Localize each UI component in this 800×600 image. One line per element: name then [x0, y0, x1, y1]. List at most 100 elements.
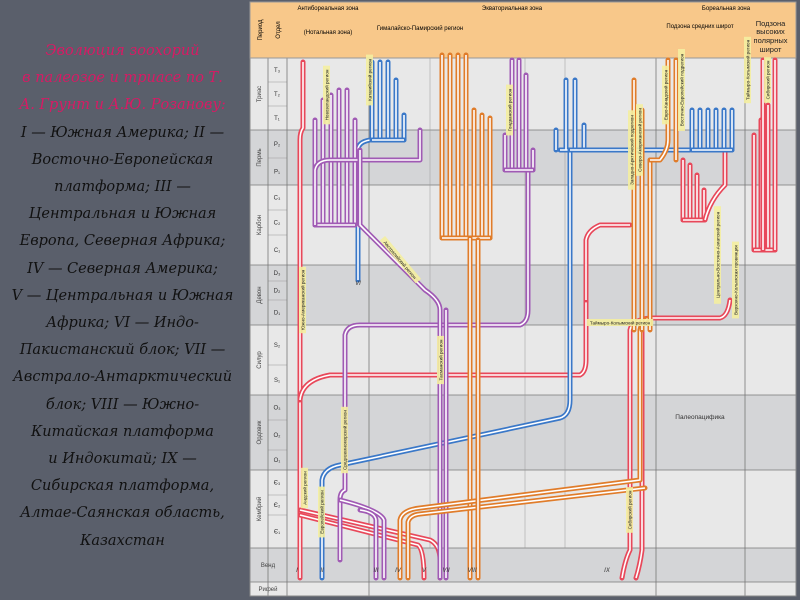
stage-label: T₂ — [274, 92, 281, 98]
caption-title-line: А. Грунт и А.Ю. Розанову: — [19, 97, 226, 114]
stage-label: P₂ — [274, 142, 281, 148]
caption-legend: I — Южная Америка; II — Восточно-Европейс… — [0, 120, 245, 555]
caption-text: Эволюция зоохорий в палеозое и триасе по … — [0, 38, 245, 555]
caption-legend-line: Пакистанский блок; VII — — [19, 342, 226, 359]
header-himalayan: Гималайско-Памирский регион — [377, 25, 463, 32]
region-label: Новозеландский регион — [323, 65, 330, 125]
region-label-background — [366, 54, 373, 106]
stage-label: S₁ — [274, 378, 280, 384]
stage-label: T₁ — [274, 116, 280, 122]
region-label-text: Сибирский регион — [765, 60, 771, 99]
lineage-iii-top — [314, 130, 421, 225]
region-label-text: Сибирский регион — [627, 490, 633, 529]
region-label-text: Европейский регион — [319, 490, 325, 534]
stage-label: O₂ — [274, 433, 282, 439]
lineage-cea — [585, 224, 630, 300]
region-label: Сибирский регион — [626, 487, 633, 533]
region-label-background — [744, 36, 751, 104]
stage-label: O₃ — [273, 406, 281, 412]
period-row — [250, 265, 796, 325]
caption-title: Эволюция зоохорий в палеозое и триасе по … — [0, 38, 245, 120]
region-label: Средиземноморский регион — [341, 406, 348, 474]
caption-legend-line: Африка; VI — Индо- — [46, 315, 199, 332]
lineage-iv-2 — [407, 487, 646, 578]
period-name: Карбон — [257, 215, 263, 235]
header-division: Отдел — [276, 21, 282, 39]
region-label-background — [764, 57, 771, 103]
lineage-cea-up — [704, 150, 726, 221]
header-antiboreal: Антибореальная зона — [297, 6, 359, 12]
lineage-ii — [321, 150, 571, 578]
period-row — [250, 470, 796, 548]
stage-label: O₁ — [274, 458, 281, 464]
caption-legend-line: Китайская платформа — [31, 423, 214, 440]
region-label-background — [626, 487, 633, 533]
region-label-text: Гондванский регион — [507, 88, 513, 131]
stage-label: D₂ — [274, 289, 281, 295]
period-name: Кембрий — [256, 497, 263, 521]
region-label-background — [506, 84, 513, 136]
lineage-eurocan — [650, 60, 677, 161]
lineage-numeral: II — [320, 568, 324, 574]
lineage-numeral: VII — [442, 568, 450, 574]
header-notal: (Нотальная зона) — [304, 30, 352, 36]
period-name: Девон — [257, 286, 263, 303]
region-label-background — [379, 235, 422, 284]
region-label-text: Южно-Американский регион — [300, 269, 306, 330]
caption-legend-line: Сибирская платформа, — [30, 478, 215, 495]
caption-legend-line: IV — Северная Америка; — [27, 260, 218, 277]
region-label: Центрально-Восточно-Азиатский регион — [714, 206, 721, 304]
region-label-background — [299, 266, 306, 334]
region-label: Тасманский регион — [437, 335, 444, 385]
stage-label: P₁ — [274, 170, 280, 176]
stage-label: Є₃ — [274, 481, 281, 487]
region-label: Западно-Арктический подрегион — [628, 110, 635, 190]
region-label-background — [301, 467, 308, 509]
stage-label: C₃ — [274, 196, 281, 202]
region-label: Евро-Канадский регион — [662, 65, 669, 125]
caption-legend-line: V — Центральная и Южная — [11, 287, 234, 304]
period-name: Триас — [257, 86, 263, 102]
region-label-text: Средиземноморский регион — [342, 410, 348, 470]
stage-label: C₁ — [274, 248, 280, 254]
region-label-text: Верхояно-Колымская провинция — [734, 245, 739, 315]
lineage-i-east — [299, 300, 587, 401]
period-name: Силур — [257, 351, 263, 369]
caption-legend-line: и Индокитай; IX — — [48, 451, 197, 468]
region-label: Верхояно-Колымская провинция — [732, 241, 739, 319]
lineage-numeral: I — [296, 568, 298, 574]
stage-label: D₃ — [274, 271, 281, 277]
region-label-text: Тасманский регион — [438, 339, 444, 380]
region-label-background — [323, 65, 330, 125]
region-label-background — [341, 406, 348, 474]
region-label-background — [636, 104, 643, 176]
period-row — [250, 548, 796, 582]
caption-title-line: Эволюция зоохорий — [45, 43, 200, 59]
region-label-text: Евро-Канадский регион — [663, 69, 669, 120]
lineage-vii — [359, 150, 441, 578]
lineage-v-2 — [299, 514, 425, 579]
lineage-iii — [339, 170, 529, 560]
region-label: Европейский регион — [318, 486, 325, 538]
region-label-text: Таймыро-Колымский регион — [590, 320, 651, 326]
caption-legend-line: Австрало-Антарктический — [12, 369, 233, 386]
region-label: Сибирский регион — [764, 57, 771, 103]
lineage-numeral: IV — [395, 568, 402, 574]
lineage-numeral: III — [373, 568, 378, 574]
lineage-numeral: IX — [604, 568, 611, 574]
region-label-background — [678, 49, 685, 131]
stage-label: S₂ — [274, 343, 281, 349]
lineage-iii-low-2 — [359, 509, 377, 578]
lineage-iii-low — [339, 499, 385, 578]
region-label-background — [318, 486, 325, 538]
region-label-background — [732, 241, 739, 319]
region-label-background — [586, 319, 654, 326]
caption-legend-line: I — Южная Америка; II — — [20, 124, 225, 141]
region-label-background — [714, 206, 721, 304]
caption-legend-line: Европа, Северная Африка; — [19, 233, 226, 250]
region-label-background — [662, 65, 669, 125]
period-row — [250, 395, 796, 470]
region-label-background — [437, 335, 444, 385]
caption-legend-line: блок; VIII — Южно- — [45, 396, 200, 413]
region-label: Таймыро-Колымский регион — [744, 36, 751, 104]
